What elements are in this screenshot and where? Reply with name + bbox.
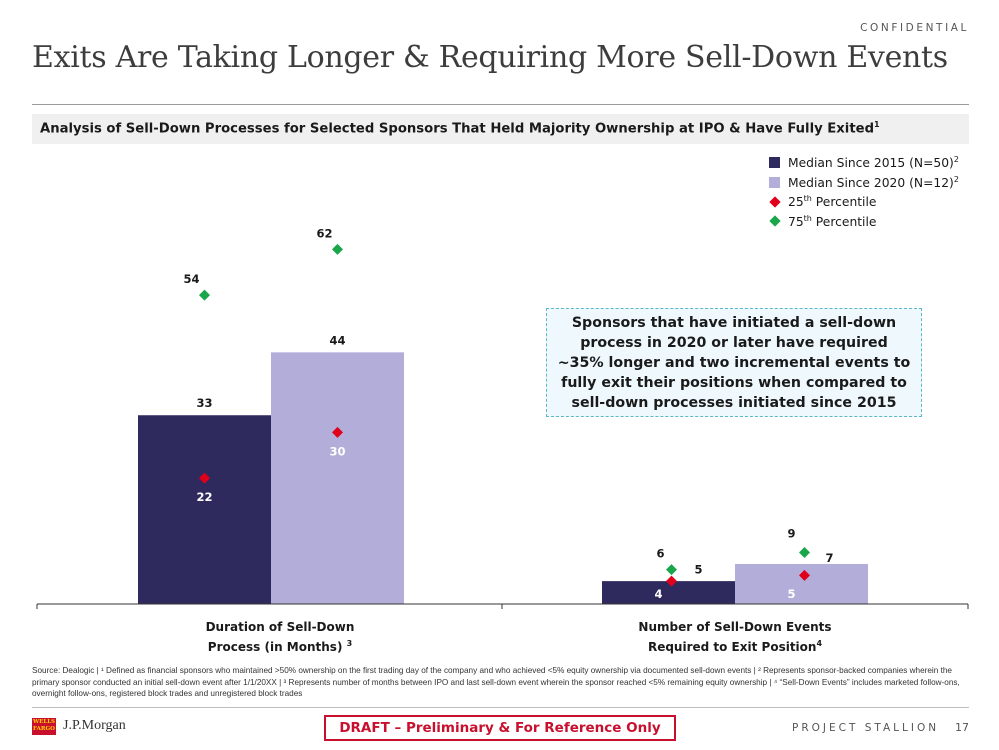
legend-item-2015: Median Since 2015 (N=50)2 [769, 153, 959, 173]
project-name: PROJECT STALLION [792, 722, 940, 734]
draft-banner: DRAFT – Preliminary & For Reference Only [324, 715, 676, 741]
value-label-s0-c1: 4 [654, 587, 662, 601]
legend-label-p75: 75th Percentile [788, 213, 877, 229]
legend-swatch-p75 [769, 215, 781, 227]
value-label-s0-c0: 33 [196, 396, 212, 410]
subtitle-footnote-ref: 1 [874, 120, 880, 129]
p25-label-s0-c0: 22 [196, 490, 212, 504]
category-label-duration: Duration of Sell-Down Process (in Months… [205, 620, 355, 654]
legend-swatch-p25 [769, 196, 781, 208]
median-side-label-s1-c1: 7 [825, 551, 833, 565]
legend-swatch-2020 [769, 176, 780, 188]
jpmorgan-logo: J.P.Morgan [63, 718, 126, 733]
p75-marker-s1-c1 [799, 547, 810, 559]
legend-label-p25: 25th Percentile [788, 194, 877, 210]
title-divider [32, 104, 969, 105]
p75-label-s0-c1: 6 [656, 547, 664, 561]
bar-s0-c1 [602, 581, 735, 604]
legend-swatch-2015 [769, 157, 780, 169]
wells-fargo-logo: WELLS FARGO [32, 718, 56, 735]
bars-layer [138, 352, 868, 604]
chart-legend: Median Since 2015 (N=50)2 Median Since 2… [769, 153, 959, 231]
p75-label-s1-c1: 9 [787, 527, 795, 541]
legend-label-2015: Median Since 2015 (N=50)2 [788, 155, 959, 171]
value-label-s1-c0: 44 [329, 333, 345, 347]
bar-s0-c0 [138, 415, 271, 604]
page-title: Exits Are Taking Longer & Requiring More… [32, 40, 948, 75]
page-number: 17 [955, 721, 969, 734]
legend-item-p75: 75th Percentile [769, 212, 959, 232]
legend-item-p25: 25th Percentile [769, 192, 959, 212]
p25-marker-s1-c0 [332, 426, 343, 438]
bar-s1-c1 [735, 563, 868, 604]
p25-marker-s0-c0 [199, 472, 210, 484]
subtitle-text: Analysis of Sell-Down Processes for Sele… [40, 121, 875, 137]
p75-label-s0-c0: 54 [183, 272, 199, 286]
category-label-events: Number of Sell-Down Events Required to E… [638, 620, 832, 654]
footnote: Source: Dealogic | ¹ Defined as financia… [32, 666, 960, 698]
confidential-label: CONFIDENTIAL [860, 22, 969, 34]
callout-box: Sponsors that have initiated a sell-down… [546, 308, 922, 417]
subtitle-bar: Analysis of Sell-Down Processes for Sele… [32, 114, 969, 144]
p75-marker-s0-c0 [199, 289, 210, 301]
labels-layer: 33 22 54 4 5 6 44 30 62 5 9 7 [183, 226, 833, 601]
chart-subtitle: Analysis of Sell-Down Processes for Sele… [40, 120, 880, 136]
markers-layer [199, 243, 810, 587]
p25-marker-s0-c1 [666, 575, 677, 587]
legend-label-2020: Median Since 2020 (N=12)2 [788, 174, 959, 190]
p75-label-s1-c0: 62 [316, 226, 332, 240]
bar-s1-c0 [271, 352, 404, 604]
p25-label-s1-c0: 30 [329, 444, 345, 458]
p25-label-s0-c1: 5 [694, 563, 702, 577]
p25-marker-s1-c1 [799, 569, 810, 581]
p75-marker-s0-c1 [666, 564, 677, 576]
p75-marker-s1-c0 [332, 243, 343, 255]
value-label-s1-c1: 5 [787, 587, 795, 601]
legend-item-2020: Median Since 2020 (N=12)2 [769, 173, 959, 193]
footer-divider [32, 707, 969, 708]
